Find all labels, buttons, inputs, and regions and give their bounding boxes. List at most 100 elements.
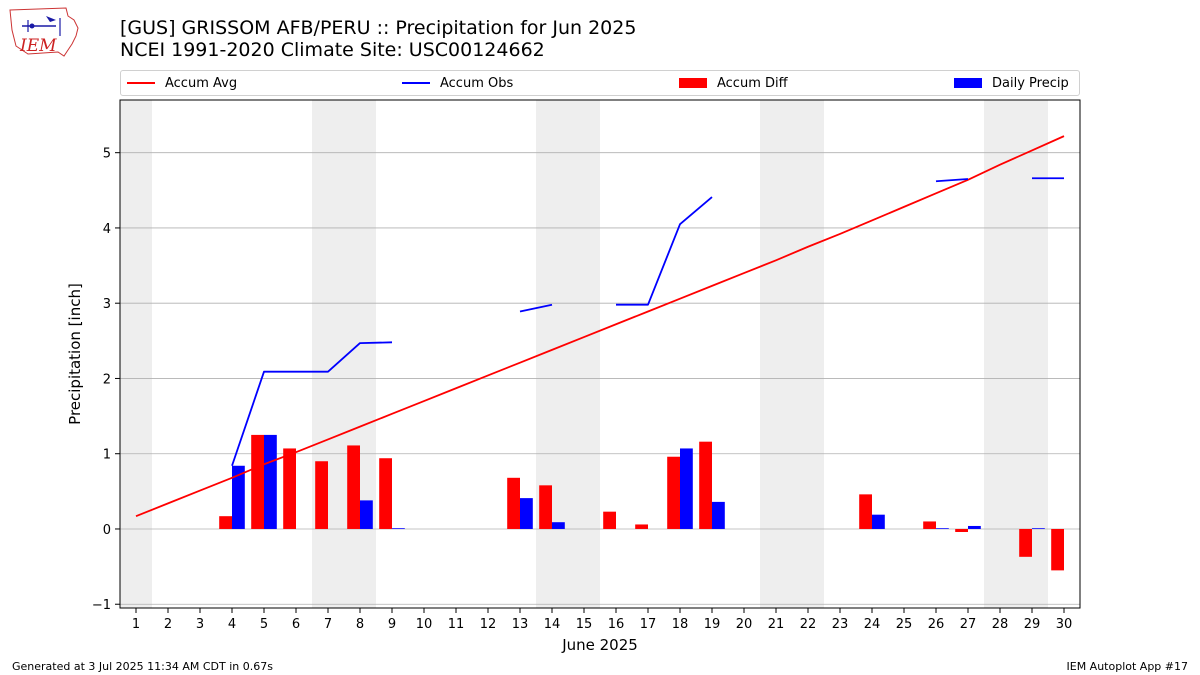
x-tick-label: 5	[260, 617, 268, 632]
legend-swatch-accum-avg	[127, 82, 155, 84]
x-tick-label: 2	[164, 617, 172, 632]
weekend-band-day-29	[1016, 100, 1048, 608]
x-tick-label: 11	[448, 617, 465, 632]
legend-label-accum-obs: Accum Obs	[440, 75, 514, 91]
daily-precip-bar-day-19	[712, 501, 725, 529]
weekend-band-day-1	[120, 100, 152, 608]
accum-diff-bar-day-29	[1019, 528, 1032, 557]
daily-precip-bar-day-13	[520, 498, 533, 529]
x-tick-label: 13	[512, 617, 529, 632]
x-tick-label: 7	[324, 617, 332, 632]
accum-obs-line-segment-4	[935, 178, 969, 183]
daily-precip-bar-day-29	[1032, 528, 1045, 529]
x-tick-label: 27	[960, 617, 977, 632]
x-axis-ticks: 1 2 3 4 5 6 7 8 9 10 11 12 13 14 15 16 17 18 19 20 21 22 23 24 2…	[132, 608, 1072, 632]
x-tick-label: 20	[736, 617, 753, 632]
accum-avg-line-segment-1	[135, 135, 1065, 518]
accum-diff-bar-day-17	[635, 524, 648, 529]
legend: Accum Avg Accum Obs Accum Diff Daily Pre…	[120, 70, 1080, 96]
y-tick-label: −1	[92, 598, 111, 613]
x-tick-label: 6	[292, 617, 300, 632]
x-tick-label: 24	[864, 617, 881, 632]
weekend-band-day-22	[792, 100, 824, 608]
x-tick-label: 30	[1056, 617, 1073, 632]
accum-diff-bar-day-8	[347, 445, 360, 529]
accum-diff-bar-day-9	[379, 458, 392, 529]
daily-precip-bar-day-26	[936, 528, 949, 529]
x-axis-label: June 2025	[561, 636, 638, 654]
x-tick-label: 1	[132, 617, 140, 632]
accum-diff-bar-day-18	[667, 456, 680, 529]
accum-obs-line-segment-2	[519, 303, 553, 313]
y-axis-ticks: −1 0 1 2 3 4 5	[92, 147, 120, 613]
legend-label-accum-avg: Accum Avg	[165, 75, 238, 91]
accum-diff-bar-day-19	[699, 441, 712, 529]
daily-precip-bar-day-9	[392, 528, 405, 529]
weekend-band-day-15	[568, 100, 600, 608]
x-tick-label: 12	[480, 617, 497, 632]
x-tick-label: 28	[992, 617, 1009, 632]
footer-generated: Generated at 3 Jul 2025 11:34 AM CDT in …	[12, 660, 273, 673]
legend-item-daily-precip: Daily Precip	[954, 74, 1069, 92]
x-tick-label: 4	[228, 617, 236, 632]
x-tick-label: 21	[768, 617, 785, 632]
weekend-band-day-7	[312, 100, 344, 608]
x-tick-label: 19	[704, 617, 721, 632]
x-tick-label: 23	[832, 617, 849, 632]
y-tick-label: 1	[103, 448, 111, 463]
accum-diff-bar-day-6	[283, 448, 296, 529]
x-tick-label: 14	[544, 617, 561, 632]
x-tick-label: 29	[1024, 617, 1041, 632]
x-tick-label: 18	[672, 617, 689, 632]
daily-precip-bar-day-24	[872, 514, 885, 529]
accum-obs-line-segment-1	[231, 341, 393, 467]
accum-diff-bar-day-26	[923, 521, 936, 529]
x-tick-label: 16	[608, 617, 625, 632]
accum-diff-bar-day-24	[859, 494, 872, 529]
daily-precip-bar-day-8	[360, 500, 373, 529]
legend-item-accum-diff: Accum Diff	[679, 74, 788, 92]
legend-swatch-accum-obs	[402, 82, 430, 84]
chart-title: [GUS] GRISSOM AFB/PERU :: Precipitation …	[120, 17, 637, 39]
y-tick-label: 3	[103, 297, 111, 312]
accum-diff-bar-day-16	[603, 511, 616, 529]
iem-logo: IEM	[9, 7, 79, 57]
y-tick-label: 5	[103, 147, 111, 162]
accum-diff-bar-day-7	[315, 461, 328, 529]
accum-diff-bar-day-14	[539, 485, 552, 529]
x-tick-label: 22	[800, 617, 817, 632]
y-axis-label: Precipitation [inch]	[66, 283, 84, 425]
accum-diff-bar-day-30	[1051, 528, 1064, 571]
x-tick-label: 25	[896, 617, 913, 632]
legend-item-accum-obs: Accum Obs	[402, 74, 513, 92]
bar-series	[219, 434, 1064, 571]
legend-item-accum-avg: Accum Avg	[127, 74, 237, 92]
legend-label-accum-diff: Accum Diff	[717, 75, 788, 91]
x-tick-label: 26	[928, 617, 945, 632]
accum-obs-line-segment-3	[616, 196, 713, 306]
x-tick-label: 10	[416, 617, 433, 632]
x-tick-label: 8	[356, 617, 364, 632]
weekend-band-day-28	[984, 100, 1016, 608]
line-series	[135, 135, 1065, 518]
chart-subtitle: NCEI 1991-2020 Climate Site: USC00124662	[120, 39, 545, 61]
weekend-band-day-21	[760, 100, 792, 608]
legend-swatch-accum-diff	[679, 78, 707, 88]
weekend-bands	[120, 100, 1048, 608]
accum-diff-bar-day-4	[219, 516, 232, 529]
x-tick-label: 17	[640, 617, 657, 632]
daily-precip-bar-day-5	[264, 434, 277, 529]
legend-label-daily-precip: Daily Precip	[992, 75, 1069, 91]
x-tick-label: 3	[196, 617, 204, 632]
y-tick-label: 0	[103, 523, 111, 538]
daily-precip-bar-day-27	[968, 525, 981, 529]
x-tick-label: 9	[388, 617, 396, 632]
y-tick-label: 4	[103, 222, 111, 237]
accum-diff-bar-day-5	[251, 434, 264, 529]
daily-precip-bar-day-18	[680, 448, 693, 529]
y-tick-label: 2	[103, 372, 111, 387]
accum-diff-bar-day-27	[955, 528, 968, 532]
x-tick-label: 15	[576, 617, 593, 632]
plot-frame	[119, 99, 1081, 609]
